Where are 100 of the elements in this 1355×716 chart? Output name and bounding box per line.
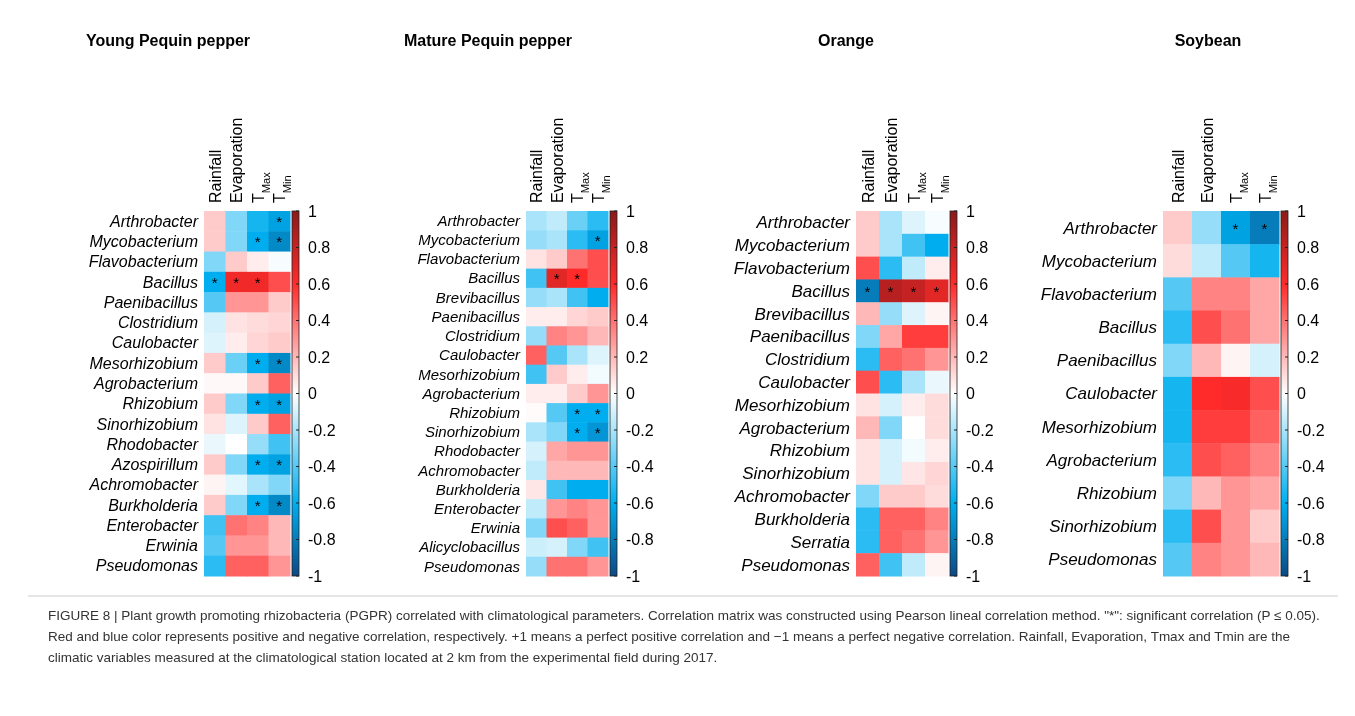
y-tick-label: Mesorhizobium [734,395,850,415]
color-bar-label: 0.6 [308,275,331,293]
data-label: * [276,355,283,373]
y-tick-label: Burkholderia [754,509,850,529]
y-tick-label: Bacillus [142,273,198,291]
color-bar-label: 0.2 [966,348,989,366]
data-label: * [594,423,601,441]
y-tick-label: Mesorhizobium [89,354,198,372]
y-tick-label: Burkholderia [435,480,520,498]
data-label: * [254,456,261,474]
y-tick-label: Agrobacterium [1045,450,1157,470]
color-bar-label: -1 [966,567,981,585]
y-tick-label: Sinorhizobium [1049,517,1157,537]
y-tick-label: Achromobacter [417,461,521,479]
color-bar-label: -0.2 [626,421,654,439]
y-tick-label: Paenibacillus [749,327,851,347]
color-bar-label: -0.2 [1297,421,1325,439]
y-tick-label: Rhizobium [769,441,850,461]
color-bar-label: -0.4 [1297,458,1325,476]
color-bar-label: 0.8 [1297,239,1320,257]
y-tick-label: Arthrobacter [755,213,852,233]
data-label: * [594,404,601,422]
data-label: * [1232,219,1239,237]
y-tick-label: Rhizobium [449,403,520,421]
color-bar-label: 0.2 [626,348,649,366]
data-label: * [254,395,261,413]
data-label: * [594,231,601,249]
y-tick-label: Flavobacterium [88,253,198,271]
y-tick-label: Clostridium [117,314,198,332]
data-label: * [276,456,283,474]
y-tick-label: Paenibacillus [1056,351,1158,371]
y-tick-label: Rhodobacter [434,442,521,460]
color-bar-label: 0.6 [966,275,989,293]
color-bar-label: -0.8 [966,531,994,549]
y-tick-label: Rhizobium [122,395,198,413]
y-tick-label: Enterobacter [106,516,199,534]
x-tick-label: Evaporation [228,117,246,203]
y-tick-label: Alicyclobacillus [418,538,521,556]
y-tick-label: Azospirillum [110,456,198,474]
color-bar-label: 0.4 [1297,312,1320,330]
data-label: * [864,282,871,300]
y-tick-label: Brevibacillus [754,304,851,324]
y-tick-label: Caulobacter [1065,384,1159,404]
y-tick-label: Arthrobacter [1062,218,1159,238]
x-tick-label: Evaporation [548,117,566,203]
data-label: * [887,282,894,300]
y-tick-label: Caulobacter [758,373,852,393]
x-tick-label: Rainfall [1169,149,1187,203]
y-tick-label: Flavobacterium [1040,284,1157,304]
color-bar-label: -0.6 [626,494,654,512]
data-label: * [933,282,940,300]
color-bar-label: -0.6 [308,494,336,512]
y-tick-label: Erwinia [470,519,520,537]
color-bar-label: -0.2 [308,421,336,439]
data-label: * [254,355,261,373]
y-tick-label: Bacillus [791,281,851,301]
data-label: * [574,270,581,288]
chart-title: Young Pequin pepper [85,32,251,49]
data-label: * [211,273,218,291]
y-tick-label: Pseudomonas [424,557,521,575]
y-tick-label: Bacillus [468,269,521,287]
chart-title: Mature Pequin pepper [403,32,573,49]
x-tick-label: Rainfall [528,149,546,203]
y-tick-label: Arthrobacter [108,212,199,230]
y-tick-label: Agrobacterium [92,374,198,392]
y-tick-label: Flavobacterium [733,258,850,278]
data-label: * [553,270,560,288]
y-tick-label: Pseudomonas [1048,550,1158,570]
color-bar-label: 0.6 [626,275,649,293]
color-bar-label: 0.4 [966,312,989,330]
data-label: * [254,497,261,515]
color-bar-label: 1 [626,202,635,220]
data-label: * [276,213,283,231]
color-bar-label: 0 [966,385,975,403]
data-label: * [276,233,283,251]
color-bar-label: 0.6 [1297,275,1320,293]
data-label: * [254,273,261,291]
y-tick-label: Rhodobacter [106,435,199,453]
color-bar-label: -1 [626,567,641,585]
data-label: * [233,273,240,291]
y-tick-label: Caulobacter [439,346,521,364]
color-bar-label: -0.4 [966,458,994,476]
data-label: * [910,282,917,300]
y-tick-label: Clostridium [444,327,520,345]
data-label: * [574,404,581,422]
color-bar-label: 1 [1297,202,1306,220]
color-bar-label: -0.6 [966,494,994,512]
y-tick-label: Sinorhizobium [742,464,850,484]
y-tick-label: Pseudomonas [95,557,198,575]
x-tick-label: Evaporation [882,117,900,203]
y-tick-label: Pseudomonas [741,555,851,575]
color-bar-label: 0.2 [1297,348,1320,366]
color-bar-label: -0.8 [308,531,336,549]
y-tick-label: Caulobacter [111,334,199,352]
color-bar-label: -1 [1297,567,1312,585]
color-bar-label: -0.8 [1297,531,1325,549]
y-tick-label: Clostridium [764,350,850,370]
color-bar-label: 1 [308,202,317,220]
y-tick-label: Serratia [790,532,850,552]
y-tick-label: Paenibacillus [103,293,198,311]
